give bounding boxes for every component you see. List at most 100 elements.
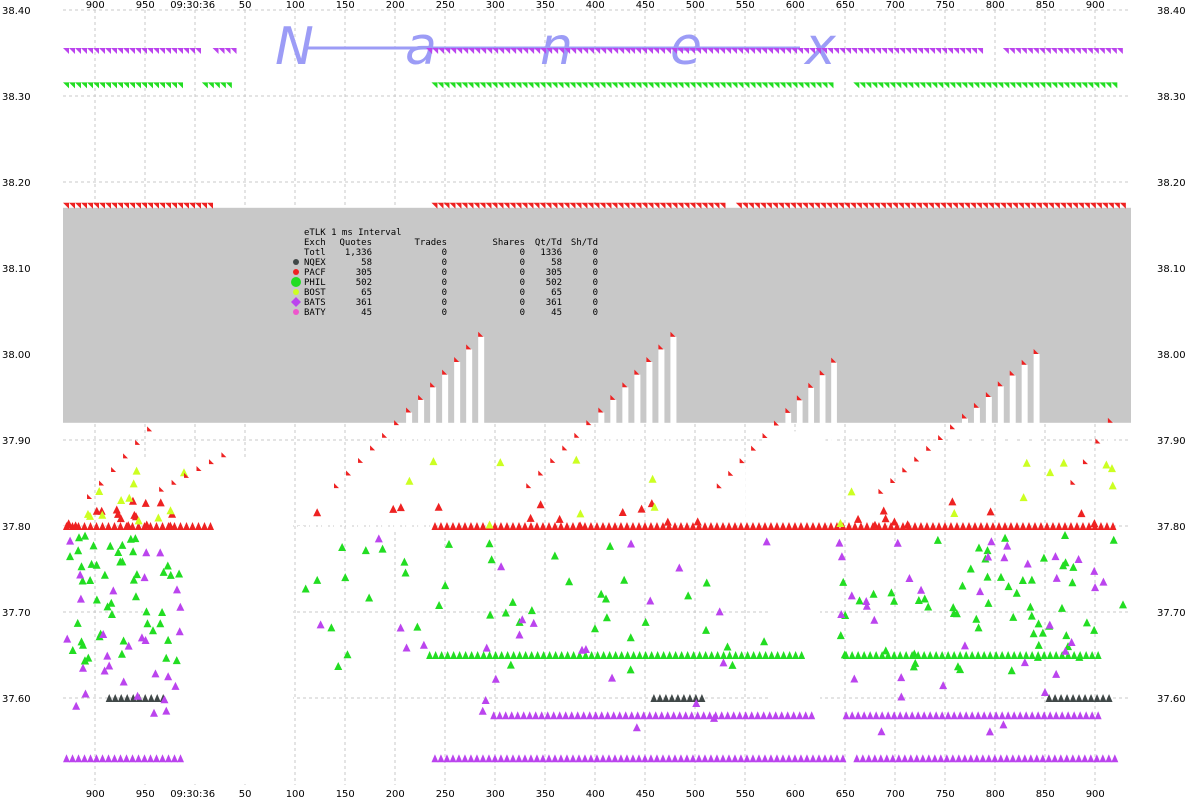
quote-marker [479, 202, 486, 209]
bid-column [1021, 364, 1028, 531]
quote-marker [935, 522, 943, 530]
quote-marker [444, 48, 451, 54]
stats-header: Shares [492, 238, 525, 248]
quote-marker [939, 681, 948, 690]
quote-marker [706, 711, 714, 720]
quote-marker [313, 575, 322, 584]
quote-marker [1050, 48, 1057, 54]
quote-marker [135, 48, 141, 54]
quote-marker [809, 754, 817, 763]
quote-marker [1076, 711, 1084, 720]
quote-marker [707, 202, 714, 209]
y-tick-label-left: 38.40 [2, 6, 31, 17]
quote-marker [593, 82, 600, 89]
ask-marker [670, 331, 676, 337]
stats-cell: 0 [442, 278, 447, 288]
quote-marker [969, 202, 976, 209]
quote-marker [580, 711, 588, 720]
bid-column [442, 374, 449, 531]
quote-marker [1069, 754, 1077, 763]
quote-marker [938, 711, 946, 720]
quote-marker [1045, 694, 1053, 702]
legend-marker [291, 277, 301, 287]
stats-cell: BATY [304, 308, 326, 318]
quote-marker [1095, 202, 1102, 209]
quote-marker [635, 522, 643, 530]
quote-marker [1007, 522, 1015, 530]
quote-marker [81, 689, 90, 698]
quote-marker [1000, 553, 1009, 562]
quote-marker [785, 754, 793, 763]
quote-marker [183, 48, 189, 54]
ask-marker [430, 382, 436, 388]
quote-marker [926, 651, 934, 659]
bid-column [321, 500, 328, 531]
x-tick-label-top: 200 [386, 0, 405, 11]
quote-marker [474, 651, 482, 659]
quote-marker [105, 694, 113, 702]
quote-marker [939, 202, 946, 209]
quote-marker [147, 694, 155, 702]
quote-marker [575, 754, 583, 763]
quote-marker [854, 514, 863, 523]
quote-marker [147, 202, 153, 209]
quote-marker [896, 711, 904, 720]
quote-marker [143, 619, 152, 628]
quote-marker [754, 711, 762, 720]
x-tick-label-bottom: 900 [86, 789, 105, 800]
quote-marker [947, 48, 954, 54]
quote-marker [737, 754, 745, 763]
quote-marker [467, 82, 474, 89]
ask-marker [574, 432, 580, 438]
quote-marker [977, 522, 985, 530]
quote-marker [594, 651, 602, 659]
quote-marker [1094, 711, 1102, 720]
quote-marker [865, 82, 872, 89]
quote-marker [773, 82, 780, 89]
quote-marker [887, 588, 896, 597]
quote-marker [768, 651, 776, 659]
quote-marker [123, 82, 129, 89]
quote-marker [646, 596, 655, 605]
quote-marker [1022, 458, 1031, 467]
quote-marker [81, 82, 87, 89]
quote-marker [431, 754, 439, 763]
quote-marker [779, 522, 787, 530]
quote-marker [719, 82, 726, 89]
quote-marker [947, 522, 955, 530]
quote-marker [565, 577, 574, 586]
ask-marker [1033, 349, 1039, 354]
quote-marker [911, 522, 919, 530]
quote-marker [218, 48, 225, 54]
quote-marker [737, 522, 745, 530]
ask-marker [171, 479, 177, 485]
quote-marker [944, 711, 952, 720]
quote-marker [958, 581, 967, 590]
quote-marker [878, 711, 886, 720]
quote-marker [955, 82, 962, 89]
quote-marker [890, 517, 899, 526]
quote-marker [765, 202, 772, 209]
quote-marker [171, 202, 177, 209]
quote-marker [426, 651, 434, 659]
quote-marker [1074, 555, 1083, 564]
quote-marker [1040, 688, 1049, 697]
quote-marker [797, 82, 804, 89]
quote-marker [1075, 754, 1083, 763]
quote-marker [486, 48, 493, 54]
quote-marker [527, 606, 536, 615]
quote-marker [986, 711, 994, 720]
quote-marker [1002, 48, 1009, 54]
quote-marker [632, 723, 641, 732]
quote-marker [153, 82, 159, 89]
quote-marker [962, 651, 970, 659]
quote-marker [756, 651, 764, 659]
quote-marker [741, 202, 748, 209]
quote-marker [959, 522, 967, 530]
quote-marker [859, 82, 866, 89]
quote-marker [953, 48, 960, 54]
quote-marker [692, 694, 700, 702]
quote-marker [873, 202, 880, 209]
quote-marker [984, 552, 993, 561]
quote-marker [1052, 573, 1061, 582]
